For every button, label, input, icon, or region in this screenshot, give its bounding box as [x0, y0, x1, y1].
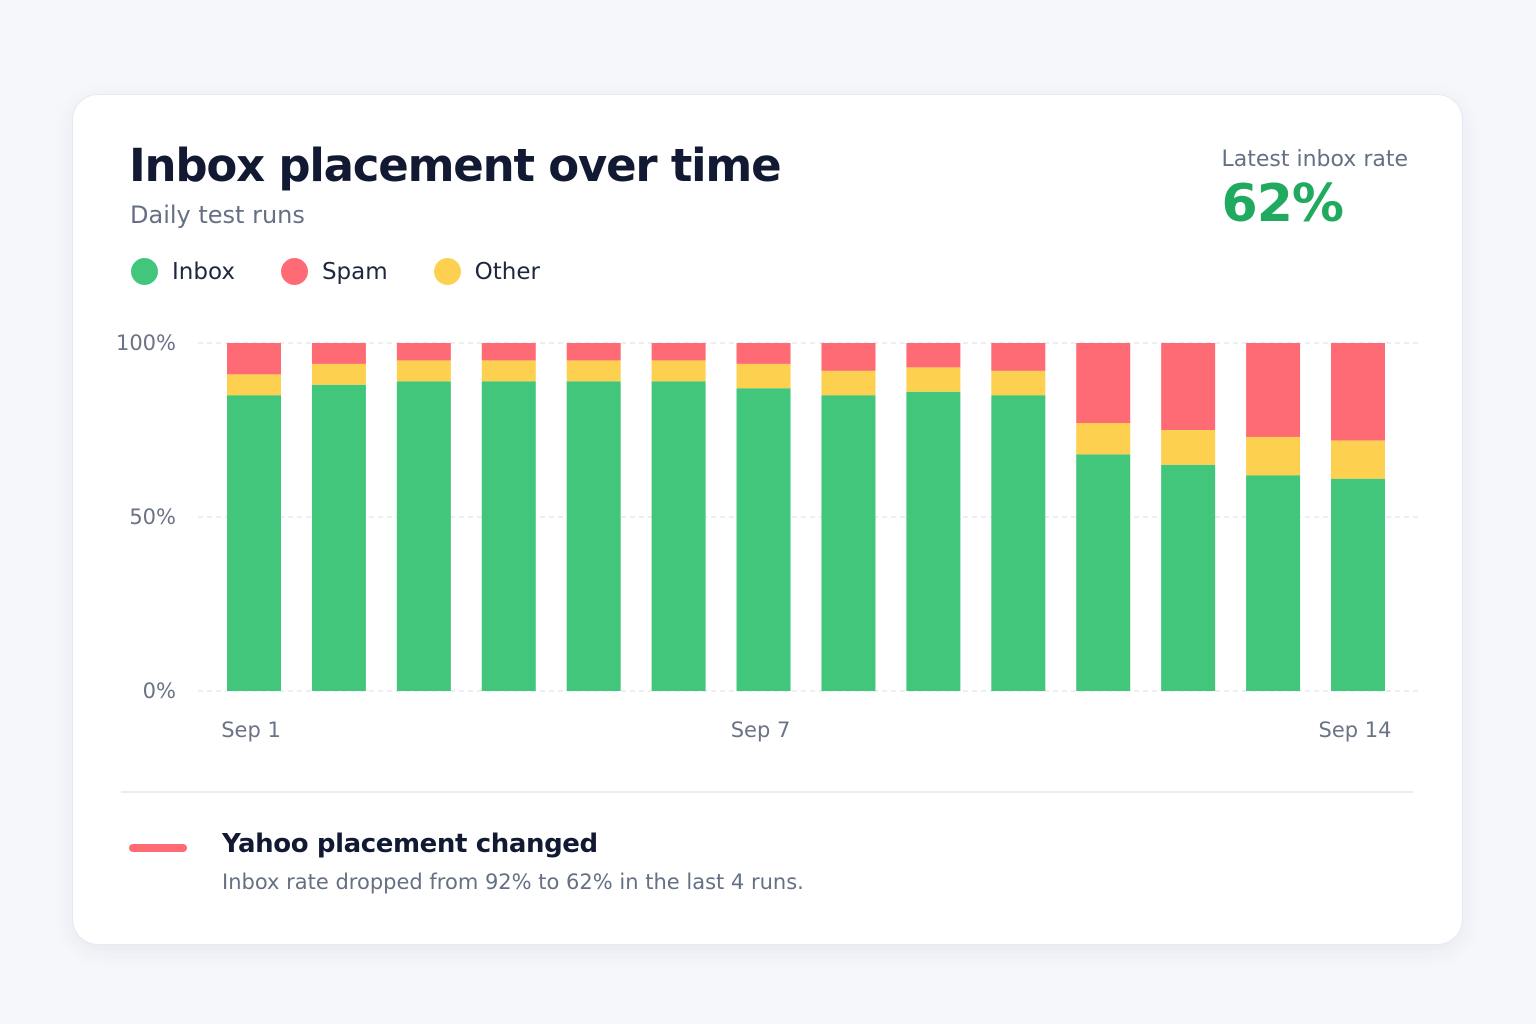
latest-rate-kpi: Latest inbox rate 62%: [1222, 147, 1408, 234]
y-tick-label: 100%: [116, 331, 176, 355]
bar-segment-inbox: [991, 395, 1046, 691]
bar-segment-other: [227, 374, 281, 396]
bar-segment-other: [1331, 440, 1385, 479]
bar-segment-inbox: [227, 395, 281, 691]
chart-card: Inbox placement over time Daily test run…: [72, 94, 1463, 945]
legend-item-spam: Spam: [280, 258, 388, 285]
bar-segment-spam: [227, 343, 281, 375]
alert-description: Inbox rate dropped from 92% to 62% in th…: [222, 870, 804, 894]
bar-segment-spam: [396, 343, 451, 361]
bar-segment-inbox: [1246, 475, 1301, 691]
legend-swatch-inbox: [131, 258, 158, 285]
bar-segment-spam: [651, 343, 706, 361]
bar-segment-spam: [821, 343, 876, 371]
bar-segment-other: [1161, 430, 1216, 465]
legend-swatch-other: [433, 258, 461, 285]
y-tick-label: 0%: [143, 679, 176, 703]
bar-segment-inbox: [481, 381, 536, 691]
section-divider: [121, 791, 1413, 793]
bar-segment-inbox: [1331, 478, 1385, 691]
bar-segment-other: [396, 360, 451, 382]
legend-swatch-spam: [280, 258, 308, 285]
chart-title: Inbox placement over time: [129, 139, 782, 192]
alert-indicator: [129, 844, 187, 852]
bar-segment-other: [1076, 423, 1131, 455]
bar-segment-spam: [1076, 343, 1131, 424]
legend-label-inbox: Inbox: [172, 258, 235, 285]
bar-segment-inbox: [566, 381, 621, 691]
bar-segment-spam: [906, 343, 961, 368]
chart-legend: Inbox Spam Other: [131, 258, 586, 285]
x-tick-label: Sep 1: [221, 718, 281, 742]
bar-segment-inbox: [821, 395, 876, 691]
legend-item-other: Other: [433, 258, 540, 285]
bar-segment-inbox: [906, 391, 961, 691]
bar-segment-spam: [991, 343, 1046, 371]
bar-segment-other: [651, 360, 706, 382]
bar-segment-inbox: [736, 388, 791, 691]
kpi-value: 62%: [1221, 174, 1344, 234]
bar-segment-inbox: [396, 381, 451, 691]
kpi-label: Latest inbox rate: [1221, 147, 1408, 172]
bar-segment-inbox: [1076, 454, 1131, 691]
bar-segment-inbox: [311, 384, 366, 691]
bar-segment-other: [566, 360, 621, 382]
bar-segment-other: [736, 363, 791, 389]
x-tick-label: Sep 14: [1319, 718, 1392, 742]
bar-segment-other: [311, 363, 366, 385]
bar-segment-spam: [1246, 343, 1301, 437]
legend-item-inbox: Inbox: [131, 258, 235, 285]
bar-segment-inbox: [1161, 464, 1216, 691]
bar-segment-spam: [1331, 343, 1385, 441]
alert-title: Yahoo placement changed: [222, 829, 598, 859]
x-tick-label: Sep 7: [731, 718, 791, 742]
bar-segment-spam: [311, 343, 366, 364]
legend-label-other: Other: [474, 258, 540, 285]
bar-segment-inbox: [651, 381, 706, 691]
bar-segment-spam: [481, 343, 536, 361]
y-tick-label: 50%: [129, 505, 176, 529]
bar-segment-spam: [566, 343, 621, 361]
bar-segment-spam: [736, 343, 791, 364]
bar-segment-other: [906, 367, 961, 392]
bar-segment-other: [481, 360, 536, 382]
bar-segment-other: [991, 370, 1046, 396]
bar-segment-other: [1246, 436, 1301, 476]
bar-segment-spam: [1161, 343, 1216, 430]
chart-subtitle: Daily test runs: [130, 201, 305, 229]
legend-label-spam: Spam: [321, 258, 388, 285]
stacked-bar-chart: 0% 50% 100% Sep 1 Sep 7 Sep 14: [116, 331, 1418, 742]
bar-segment-other: [821, 370, 876, 396]
